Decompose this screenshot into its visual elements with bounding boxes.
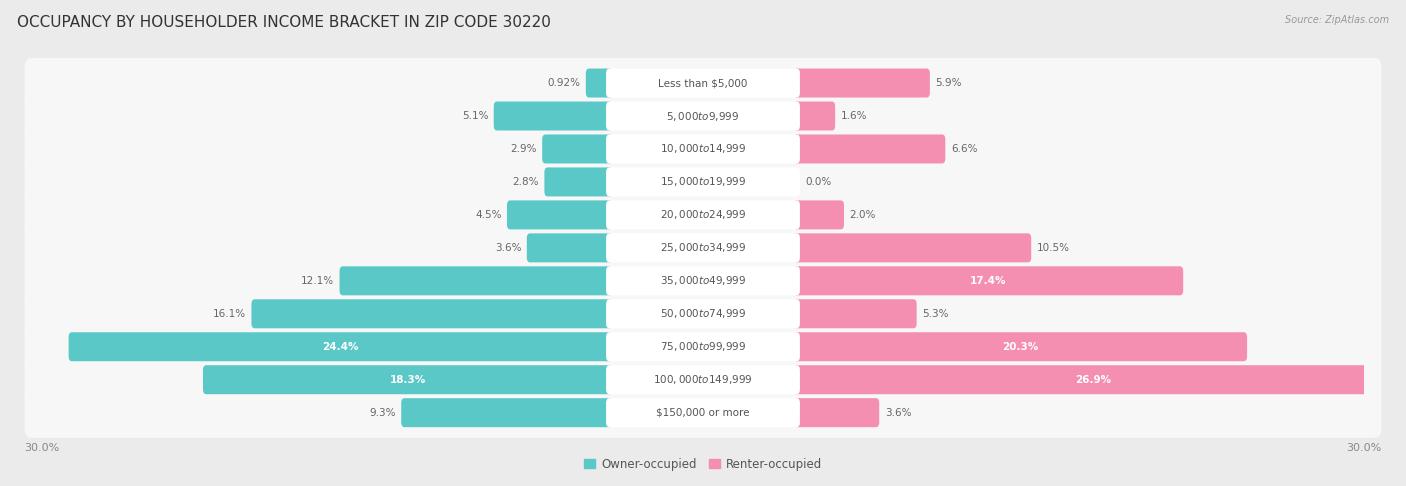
FancyBboxPatch shape bbox=[24, 322, 1382, 372]
Text: 17.4%: 17.4% bbox=[970, 276, 1007, 286]
Text: 3.6%: 3.6% bbox=[884, 408, 911, 417]
Text: $10,000 to $14,999: $10,000 to $14,999 bbox=[659, 142, 747, 156]
FancyBboxPatch shape bbox=[24, 190, 1382, 240]
FancyBboxPatch shape bbox=[606, 69, 800, 98]
Text: 2.8%: 2.8% bbox=[512, 177, 538, 187]
Text: $5,000 to $9,999: $5,000 to $9,999 bbox=[666, 109, 740, 122]
FancyBboxPatch shape bbox=[606, 135, 800, 163]
FancyBboxPatch shape bbox=[24, 58, 1382, 108]
FancyBboxPatch shape bbox=[252, 299, 613, 328]
FancyBboxPatch shape bbox=[24, 256, 1382, 306]
Text: 24.4%: 24.4% bbox=[322, 342, 359, 352]
Text: $50,000 to $74,999: $50,000 to $74,999 bbox=[659, 307, 747, 320]
Text: $75,000 to $99,999: $75,000 to $99,999 bbox=[659, 340, 747, 353]
Text: $20,000 to $24,999: $20,000 to $24,999 bbox=[659, 208, 747, 222]
Text: 10.5%: 10.5% bbox=[1036, 243, 1070, 253]
Text: 5.9%: 5.9% bbox=[935, 78, 962, 88]
Text: 20.3%: 20.3% bbox=[1002, 342, 1038, 352]
FancyBboxPatch shape bbox=[793, 69, 929, 98]
FancyBboxPatch shape bbox=[606, 102, 800, 131]
Text: Less than $5,000: Less than $5,000 bbox=[658, 78, 748, 88]
FancyBboxPatch shape bbox=[793, 102, 835, 131]
FancyBboxPatch shape bbox=[793, 332, 1247, 361]
Text: 1.6%: 1.6% bbox=[841, 111, 868, 121]
FancyBboxPatch shape bbox=[606, 365, 800, 394]
FancyBboxPatch shape bbox=[527, 233, 613, 262]
FancyBboxPatch shape bbox=[508, 200, 613, 229]
Text: 26.9%: 26.9% bbox=[1074, 375, 1111, 385]
Text: 18.3%: 18.3% bbox=[389, 375, 426, 385]
Text: 9.3%: 9.3% bbox=[370, 408, 395, 417]
FancyBboxPatch shape bbox=[606, 332, 800, 361]
FancyBboxPatch shape bbox=[24, 223, 1382, 273]
FancyBboxPatch shape bbox=[606, 233, 800, 262]
FancyBboxPatch shape bbox=[793, 365, 1392, 394]
FancyBboxPatch shape bbox=[543, 135, 613, 163]
Text: $100,000 to $149,999: $100,000 to $149,999 bbox=[654, 373, 752, 386]
Text: $25,000 to $34,999: $25,000 to $34,999 bbox=[659, 242, 747, 254]
FancyBboxPatch shape bbox=[793, 398, 879, 427]
FancyBboxPatch shape bbox=[24, 124, 1382, 174]
FancyBboxPatch shape bbox=[202, 365, 613, 394]
FancyBboxPatch shape bbox=[793, 266, 1184, 295]
FancyBboxPatch shape bbox=[24, 388, 1382, 438]
FancyBboxPatch shape bbox=[793, 135, 945, 163]
FancyBboxPatch shape bbox=[24, 91, 1382, 141]
Text: 5.3%: 5.3% bbox=[922, 309, 949, 319]
Text: 0.92%: 0.92% bbox=[547, 78, 581, 88]
Text: 3.6%: 3.6% bbox=[495, 243, 522, 253]
Text: 12.1%: 12.1% bbox=[301, 276, 335, 286]
Text: 4.5%: 4.5% bbox=[475, 210, 502, 220]
Text: 6.6%: 6.6% bbox=[950, 144, 977, 154]
Text: 0.0%: 0.0% bbox=[806, 177, 832, 187]
FancyBboxPatch shape bbox=[606, 299, 800, 328]
Text: $35,000 to $49,999: $35,000 to $49,999 bbox=[659, 274, 747, 287]
Text: $150,000 or more: $150,000 or more bbox=[657, 408, 749, 417]
FancyBboxPatch shape bbox=[544, 168, 613, 196]
FancyBboxPatch shape bbox=[494, 102, 613, 131]
FancyBboxPatch shape bbox=[339, 266, 613, 295]
FancyBboxPatch shape bbox=[606, 398, 800, 427]
Legend: Owner-occupied, Renter-occupied: Owner-occupied, Renter-occupied bbox=[579, 453, 827, 475]
Text: $15,000 to $19,999: $15,000 to $19,999 bbox=[659, 175, 747, 189]
FancyBboxPatch shape bbox=[606, 266, 800, 295]
FancyBboxPatch shape bbox=[586, 69, 613, 98]
FancyBboxPatch shape bbox=[606, 200, 800, 229]
Text: 2.0%: 2.0% bbox=[849, 210, 876, 220]
FancyBboxPatch shape bbox=[793, 200, 844, 229]
Text: OCCUPANCY BY HOUSEHOLDER INCOME BRACKET IN ZIP CODE 30220: OCCUPANCY BY HOUSEHOLDER INCOME BRACKET … bbox=[17, 15, 551, 30]
Text: Source: ZipAtlas.com: Source: ZipAtlas.com bbox=[1285, 15, 1389, 25]
FancyBboxPatch shape bbox=[401, 398, 613, 427]
Text: 16.1%: 16.1% bbox=[212, 309, 246, 319]
Text: 2.9%: 2.9% bbox=[510, 144, 537, 154]
Text: 5.1%: 5.1% bbox=[461, 111, 488, 121]
FancyBboxPatch shape bbox=[69, 332, 613, 361]
FancyBboxPatch shape bbox=[793, 233, 1031, 262]
FancyBboxPatch shape bbox=[24, 355, 1382, 405]
FancyBboxPatch shape bbox=[24, 157, 1382, 207]
FancyBboxPatch shape bbox=[793, 299, 917, 328]
FancyBboxPatch shape bbox=[606, 168, 800, 196]
FancyBboxPatch shape bbox=[24, 289, 1382, 339]
